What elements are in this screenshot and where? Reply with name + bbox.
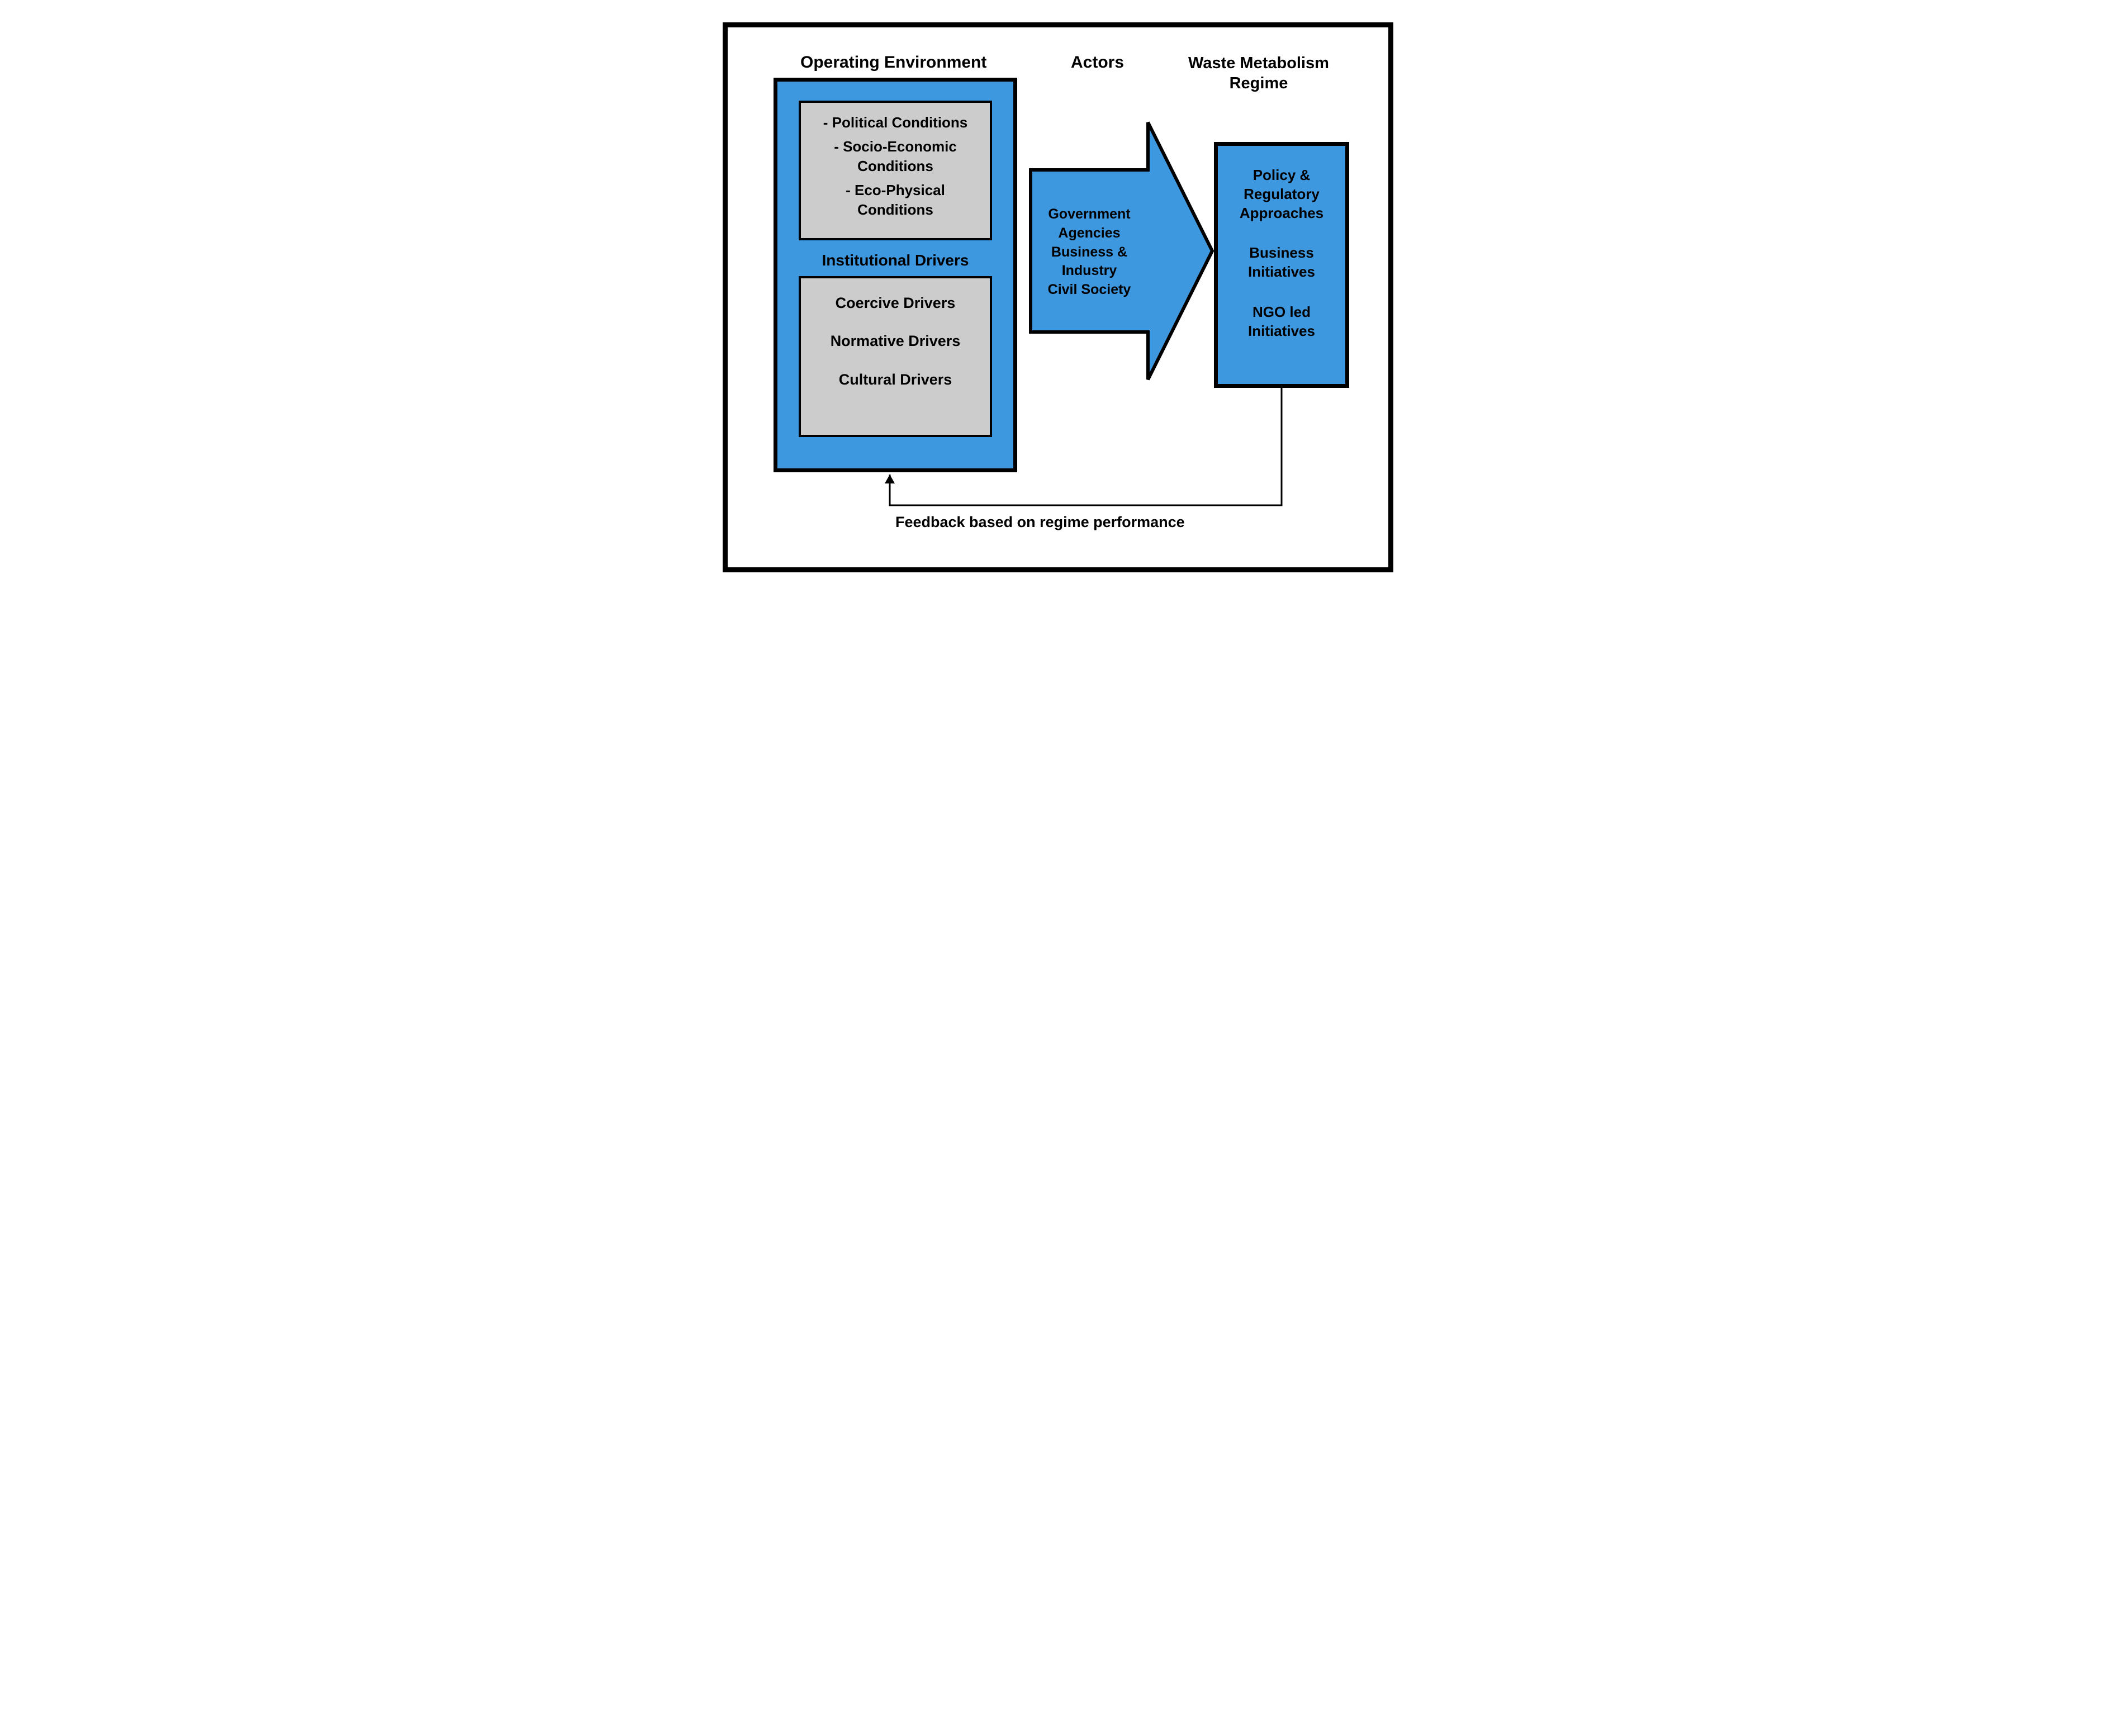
condition-socioeconomic: - Socio-Economic Conditions — [801, 137, 990, 176]
conditions-box: - Political Conditions - Socio-Economic … — [799, 101, 992, 240]
regime-ngo-l1: NGO led — [1252, 303, 1311, 320]
drivers-box: Coercive Drivers Normative Drivers Cultu… — [799, 276, 992, 437]
actor-business-l1: Business & — [1051, 244, 1127, 260]
regime-ngo-l2: Initiatives — [1248, 322, 1315, 339]
actor-civil-society: Civil Society — [1048, 282, 1131, 297]
actor-govt-l1: Government — [1048, 206, 1130, 222]
regime-policy-l1: Policy & — [1253, 167, 1311, 183]
regime-policy: Policy & Regulatory Approaches — [1218, 166, 1345, 222]
diagram-frame: Operating Environment Actors Waste Metab… — [723, 22, 1393, 572]
institutional-drivers-label: Institutional Drivers — [777, 252, 1013, 269]
regime-business-l2: Initiatives — [1248, 263, 1315, 280]
actor-govt-l2: Agencies — [1058, 225, 1120, 241]
heading-waste-metabolism-regime: Waste Metabolism Regime — [1186, 53, 1331, 94]
heading-regime-line1: Waste Metabolism — [1188, 54, 1329, 72]
heading-operating-environment: Operating Environment — [800, 53, 986, 72]
driver-coercive: Coercive Drivers — [801, 294, 990, 312]
condition-ecophysical-l1: - Eco-Physical — [846, 182, 945, 198]
operating-environment-box: - Political Conditions - Socio-Economic … — [774, 78, 1017, 472]
heading-regime-line2: Regime — [1230, 74, 1288, 92]
condition-political: - Political Conditions — [801, 113, 990, 132]
heading-actors: Actors — [1071, 53, 1124, 72]
condition-socioeconomic-l1: - Socio-Economic — [834, 138, 957, 155]
condition-socioeconomic-l2: Conditions — [857, 158, 933, 174]
actors-arrow-text: Government Agencies Business & Industry … — [1039, 205, 1140, 300]
regime-policy-l2: Regulatory — [1244, 186, 1320, 202]
regime-business-l1: Business — [1249, 244, 1314, 261]
actor-business-l2: Industry — [1062, 263, 1117, 278]
feedback-arrowhead-icon — [885, 475, 895, 483]
actors-arrow: Government Agencies Business & Industry … — [1019, 111, 1215, 391]
regime-ngo: NGO led Initiatives — [1218, 303, 1345, 341]
condition-ecophysical: - Eco-Physical Conditions — [801, 181, 990, 220]
feedback-label: Feedback based on regime performance — [895, 514, 1185, 531]
waste-metabolism-regime-box: Policy & Regulatory Approaches Business … — [1214, 142, 1349, 388]
driver-cultural: Cultural Drivers — [801, 371, 990, 388]
driver-normative: Normative Drivers — [801, 332, 990, 350]
regime-business: Business Initiatives — [1218, 244, 1345, 282]
regime-policy-l3: Approaches — [1240, 205, 1323, 221]
condition-ecophysical-l2: Conditions — [857, 201, 933, 218]
